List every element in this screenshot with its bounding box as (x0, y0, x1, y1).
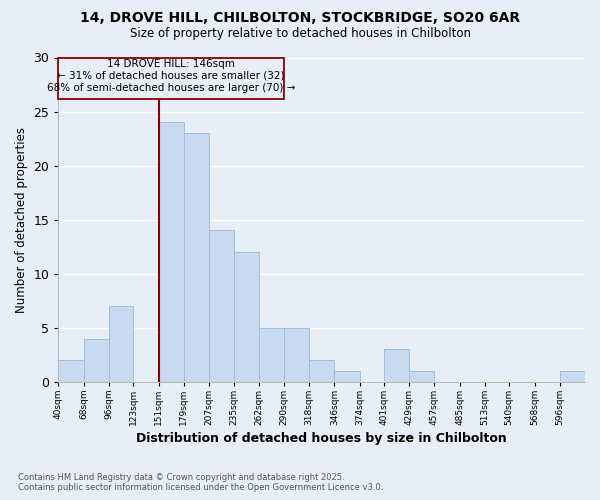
X-axis label: Distribution of detached houses by size in Chilbolton: Distribution of detached houses by size … (136, 432, 507, 445)
Text: ← 31% of detached houses are smaller (32): ← 31% of detached houses are smaller (32… (58, 71, 285, 81)
Bar (84, 338, 109, 382)
Bar (259, 328, 284, 382)
Bar (109, 306, 133, 382)
Bar (384, 350, 409, 382)
Bar (334, 371, 359, 382)
Bar (409, 371, 434, 382)
Bar (560, 371, 585, 382)
Bar (209, 230, 234, 382)
Text: Contains HM Land Registry data © Crown copyright and database right 2025.
Contai: Contains HM Land Registry data © Crown c… (18, 473, 383, 492)
Text: Size of property relative to detached houses in Chilbolton: Size of property relative to detached ho… (130, 28, 470, 40)
Bar (234, 252, 259, 382)
Bar (309, 360, 334, 382)
Text: 68% of semi-detached houses are larger (70) →: 68% of semi-detached houses are larger (… (47, 82, 295, 92)
Bar (284, 328, 309, 382)
Text: 14 DROVE HILL: 146sqm: 14 DROVE HILL: 146sqm (107, 59, 235, 69)
Bar (58, 360, 84, 382)
Text: 14, DROVE HILL, CHILBOLTON, STOCKBRIDGE, SO20 6AR: 14, DROVE HILL, CHILBOLTON, STOCKBRIDGE,… (80, 11, 520, 25)
Y-axis label: Number of detached properties: Number of detached properties (15, 126, 28, 312)
FancyBboxPatch shape (58, 58, 284, 98)
Bar (184, 133, 209, 382)
Bar (158, 122, 184, 382)
